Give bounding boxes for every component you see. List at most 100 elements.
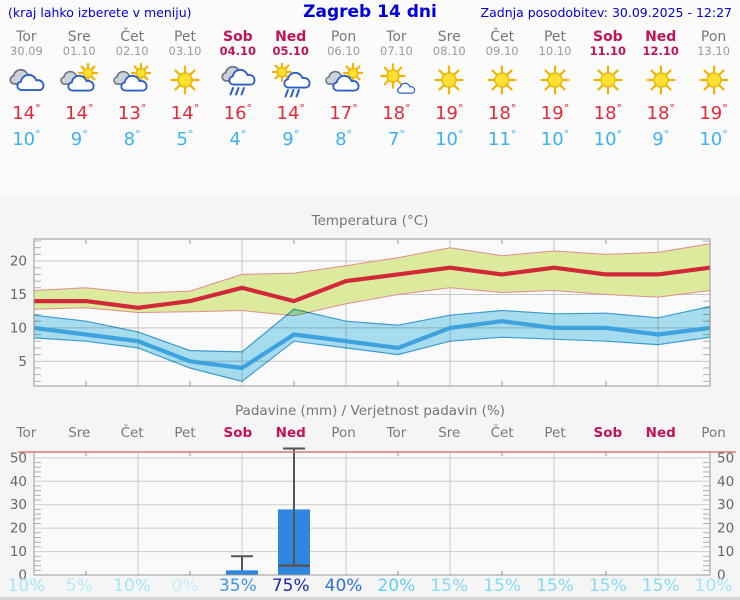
precip-day-label: Sre [438, 425, 461, 441]
sun-icon [476, 63, 529, 101]
day-name: Čet [490, 29, 515, 45]
svg-text:30: 30 [10, 497, 27, 513]
precip-probability-value: 15% [588, 576, 627, 596]
low-temperature: 4° [229, 128, 247, 150]
high-temperature: 14° [276, 102, 305, 124]
svg-text:20: 20 [10, 254, 27, 270]
precip-day-label: Čet [120, 425, 144, 441]
day-name: Tor [16, 29, 37, 45]
sun-icon [423, 63, 476, 101]
page-title: Zagreb 14 dni [303, 2, 437, 22]
svg-text:20: 20 [10, 521, 27, 537]
low-temperature: 9° [652, 128, 670, 150]
svg-text:0: 0 [717, 568, 726, 584]
day-date: 09.10 [485, 44, 519, 58]
forecast-day-column: Pet 10.10 19° 10° [529, 30, 582, 151]
temperature-chart-title: Temperatura (°C) [311, 213, 429, 229]
clouds-icon [0, 63, 53, 101]
forecast-day-column: Sre 01.10 14° 9° [53, 30, 106, 151]
precip-day-labels: Tor Sre Čet Pet Sob Ned Pon Tor Sre Čet Pet Sob Ned P… [0, 425, 740, 441]
low-temperature: 9° [282, 128, 300, 150]
low-temperature: 10° [435, 128, 464, 150]
sun-clouds-icon [106, 63, 159, 101]
svg-text:40: 40 [10, 474, 27, 490]
precip-day-label: Ned [275, 425, 306, 441]
precip-probability-value: 15% [483, 576, 522, 596]
forecast-day-column: Sob 11.10 18° 10° [581, 30, 634, 151]
precip-probability-value: 15% [641, 576, 680, 596]
forecast-day-column: Sre 08.10 19° 10° [423, 30, 476, 151]
precip-day-label: Pet [174, 425, 196, 441]
svg-text:15: 15 [10, 287, 27, 303]
precip-day-label: Pet [544, 425, 566, 441]
clouds-rain-icon [211, 63, 264, 101]
day-name: Sob [592, 29, 623, 45]
precip-day-label: Čet [490, 425, 514, 441]
forecast-day-column: Čet 09.10 18° 11° [476, 30, 529, 151]
svg-text:10: 10 [10, 544, 27, 560]
precip-day-label: Pon [701, 425, 726, 441]
high-temperature: 14° [170, 102, 200, 124]
precip-probability-value: 10% [113, 576, 152, 596]
high-temperature: 16° [223, 102, 253, 124]
day-date: 03.10 [168, 44, 202, 58]
low-temperature: 7° [387, 128, 405, 150]
low-temperature: 10° [540, 128, 570, 150]
precip-probability-value: 10% [694, 576, 733, 596]
svg-text:10: 10 [10, 320, 27, 336]
forecast-day-column: Pon 06.10 17° 8° [317, 30, 370, 151]
sun-icon [634, 63, 687, 101]
forecast-day-column: Tor 07.10 18° 7° [370, 30, 423, 151]
sun-icon [581, 63, 634, 101]
day-name: Sob [222, 29, 253, 45]
precip-day-label: Ned [645, 425, 676, 441]
sun-clouds-icon [317, 63, 370, 101]
low-temperature: 10° [699, 128, 728, 150]
temperature-chart: 5 10 15 20 [10, 238, 711, 387]
low-temperature: 11° [487, 128, 517, 150]
forecast-strip: Tor 30.09 14° 10° Sre 01.10 14° 9° Čet 0… [0, 30, 740, 151]
precip-day-label: Sob [223, 425, 253, 441]
high-temperature: 18° [382, 102, 411, 124]
forecast-day-column: Pon 13.10 19° 10° [687, 30, 740, 151]
high-temperature: 19° [435, 102, 464, 124]
high-temperature: 18° [487, 102, 517, 124]
precip-day-label: Sre [68, 425, 91, 441]
precip-probability-value: 15% [536, 576, 574, 596]
high-temperature: 18° [646, 102, 675, 124]
svg-text:30: 30 [717, 497, 734, 513]
day-date: 06.10 [327, 44, 361, 58]
low-temperature: 10° [593, 128, 623, 150]
svg-text:5: 5 [18, 354, 27, 370]
forecast-day-column: Ned 12.10 18° 9° [634, 30, 687, 151]
day-name: Ned [645, 29, 677, 45]
precip-probability-value: 75% [271, 576, 310, 596]
low-temperature: 9° [70, 128, 88, 150]
day-date: 13.10 [697, 44, 731, 58]
high-temperature: 17° [329, 102, 358, 124]
day-name: Čet [120, 29, 145, 45]
sun-icon [529, 63, 582, 101]
precip-probability-value: 0% [171, 576, 199, 596]
high-temperature: 18° [593, 102, 623, 124]
svg-text:20: 20 [717, 521, 734, 537]
svg-text:50: 50 [10, 450, 27, 466]
day-name: Sre [437, 29, 461, 45]
low-temperature: 5° [176, 128, 194, 150]
day-date: 10.10 [538, 44, 572, 58]
day-name: Pet [173, 29, 197, 45]
day-date: 04.10 [219, 44, 257, 58]
precip-day-label: Pon [331, 425, 356, 441]
high-temperature: 13° [117, 102, 147, 124]
high-temperature: 14° [12, 102, 41, 124]
svg-text:50: 50 [717, 450, 734, 466]
sun-small-cloud-icon [370, 63, 423, 101]
precip-probability-value: 40% [324, 576, 363, 596]
day-name: Ned [275, 29, 307, 45]
day-name: Pet [543, 29, 567, 45]
svg-text:40: 40 [717, 474, 734, 490]
day-date: 05.10 [272, 44, 309, 58]
last-update-text: Zadnja posodobitev: 30.09.2025 - 12:27 [480, 5, 732, 20]
day-date: 01.10 [62, 44, 96, 58]
low-temperature: 8° [123, 128, 141, 150]
